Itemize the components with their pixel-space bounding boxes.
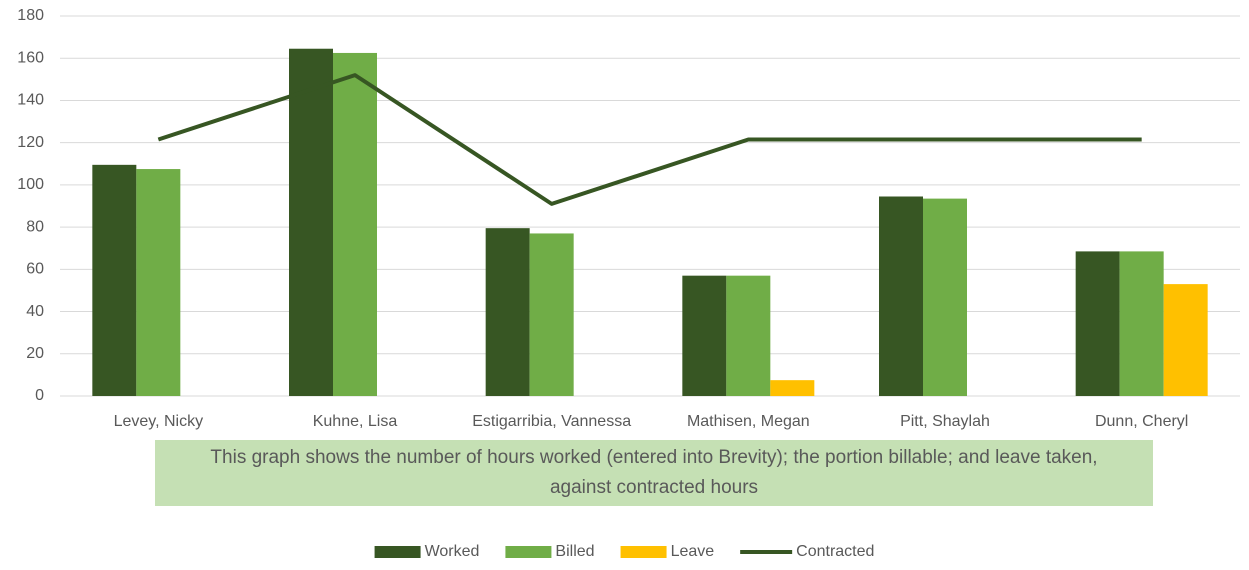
bar	[923, 198, 967, 396]
bar	[485, 228, 530, 396]
y-tick-label: 20	[26, 345, 44, 362]
bar	[1119, 251, 1164, 396]
bar	[529, 233, 574, 396]
x-tick-label: Kuhne, Lisa	[313, 413, 398, 430]
y-tick-label: 100	[17, 176, 44, 193]
legend-swatch	[620, 546, 667, 558]
bar	[1163, 284, 1208, 396]
bar	[1075, 251, 1120, 396]
x-tick-label: Pitt, Shaylah	[900, 413, 990, 430]
bar	[726, 275, 771, 396]
bar	[92, 164, 137, 396]
bar	[879, 196, 923, 396]
legend-swatch	[374, 546, 421, 558]
bar	[136, 169, 181, 396]
legend-label: Leave	[671, 543, 715, 560]
bar	[333, 52, 377, 396]
y-tick-label: 140	[17, 92, 44, 109]
y-tick-label: 40	[26, 303, 44, 320]
y-tick-label: 120	[17, 134, 44, 151]
y-tick-label: 180	[17, 7, 44, 24]
bar	[289, 48, 333, 396]
x-tick-label: Mathisen, Megan	[687, 413, 810, 430]
x-tick-label: Dunn, Cheryl	[1095, 413, 1188, 430]
annotation: This graph shows the number of hours wor…	[155, 440, 1153, 506]
legend-label: Worked	[425, 543, 480, 560]
y-tick-label: 0	[35, 387, 44, 404]
legend-label: Contracted	[796, 543, 874, 560]
bar	[770, 380, 815, 396]
y-tick-label: 160	[17, 49, 44, 66]
y-tick-label: 80	[26, 218, 44, 235]
legend-swatch	[505, 546, 552, 558]
line	[157, 73, 1142, 206]
bar	[682, 275, 727, 396]
x-tick-label: Estigarribia, Vannessa	[472, 413, 631, 430]
x-tick-label: Levey, Nicky	[114, 413, 204, 430]
legend-label: Billed	[555, 543, 594, 560]
y-tick-label: 60	[26, 261, 44, 278]
